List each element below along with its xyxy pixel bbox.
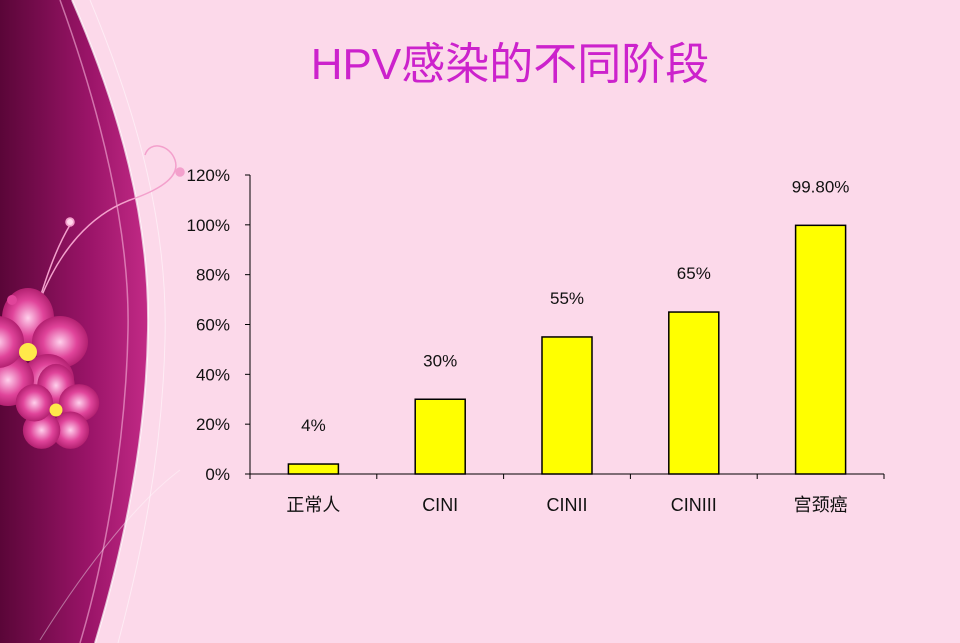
data-label: 30%: [423, 351, 457, 370]
category-label: 正常人: [286, 495, 340, 515]
y-tick-label: 40%: [196, 365, 230, 384]
y-tick-label: 0%: [205, 465, 230, 484]
flower-icon: [15, 363, 100, 449]
data-label: 4%: [301, 416, 326, 435]
data-label: 65%: [677, 264, 711, 283]
category-label: 宫颈癌: [794, 495, 848, 515]
bud-icon: [7, 219, 73, 305]
category-label: CINIII: [671, 495, 717, 515]
y-tick-label: 80%: [196, 266, 230, 285]
data-label: 99.80%: [792, 177, 850, 196]
category-label: CINI: [422, 495, 458, 515]
bar: [287, 463, 340, 475]
y-tick-label: 120%: [187, 166, 230, 185]
y-tick-label: 20%: [196, 415, 230, 434]
data-label: 55%: [550, 289, 584, 308]
bar: [541, 336, 593, 475]
bar: [414, 398, 466, 475]
bar: [794, 224, 847, 475]
bar: [668, 311, 720, 475]
y-tick-label: 60%: [196, 316, 230, 335]
category-label: CINII: [546, 495, 587, 515]
y-tick-label: 100%: [187, 216, 230, 235]
chart-title: HPV感染的不同阶段: [310, 40, 710, 89]
